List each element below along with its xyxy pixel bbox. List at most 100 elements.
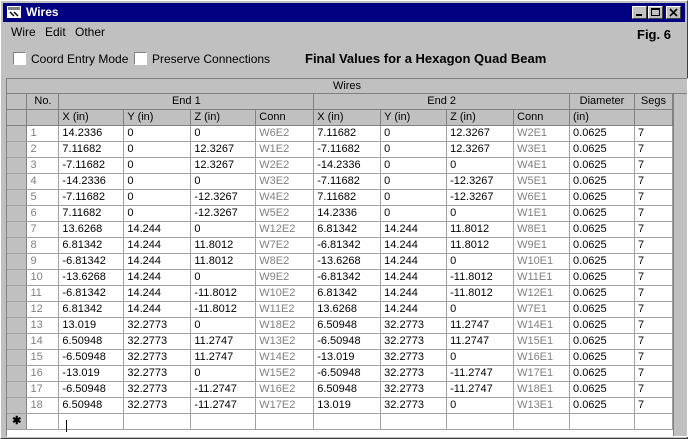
end1-z-cell[interactable]: 0 bbox=[190, 365, 257, 382]
end1-conn-cell[interactable]: W12E2 bbox=[255, 221, 315, 238]
end2-z-cell[interactable]: 0 bbox=[446, 157, 515, 174]
end1-y-cell[interactable]: 0 bbox=[123, 189, 192, 206]
end2-x-cell[interactable]: 7.11682 bbox=[313, 189, 382, 206]
end1-conn-cell[interactable]: W9E2 bbox=[255, 269, 315, 286]
end1-x-cell[interactable]: 6.81342 bbox=[58, 301, 125, 318]
diameter-cell[interactable]: 0.0625 bbox=[569, 333, 635, 350]
row-selector[interactable] bbox=[7, 349, 28, 366]
end1-y-cell[interactable]: 32.2773 bbox=[123, 317, 192, 334]
end1-x-cell[interactable]: -13.6268 bbox=[58, 269, 125, 286]
end1-y-cell[interactable]: 0 bbox=[123, 125, 192, 142]
row-selector[interactable] bbox=[7, 141, 28, 158]
end1-y-cell[interactable]: 0 bbox=[123, 205, 192, 222]
end2-conn-cell[interactable]: W10E1 bbox=[513, 253, 571, 270]
wire-number-cell[interactable]: 14 bbox=[26, 333, 60, 350]
segs-cell[interactable]: 7 bbox=[634, 205, 673, 222]
diameter-cell[interactable]: 0.0625 bbox=[569, 237, 635, 254]
segs-cell[interactable]: 7 bbox=[634, 125, 673, 142]
menu-wire[interactable]: Wire bbox=[11, 25, 36, 39]
end1-z-cell[interactable]: 0 bbox=[190, 221, 257, 238]
new-row-cell[interactable] bbox=[634, 413, 673, 430]
end1-y-cell[interactable]: 32.2773 bbox=[123, 397, 192, 414]
end1-conn-cell[interactable]: W18E2 bbox=[255, 317, 315, 334]
row-selector[interactable] bbox=[7, 205, 28, 222]
end2-conn-cell[interactable]: W7E1 bbox=[513, 301, 571, 318]
end2-z-cell[interactable]: -12.3267 bbox=[446, 189, 515, 206]
wire-number-cell[interactable]: 5 bbox=[26, 189, 60, 206]
end2-y-cell[interactable]: 14.244 bbox=[380, 237, 448, 254]
row-selector[interactable] bbox=[7, 221, 28, 238]
end1-z-cell[interactable]: 0 bbox=[190, 317, 257, 334]
end1-z-cell[interactable]: 11.2747 bbox=[190, 333, 257, 350]
new-row-cell[interactable] bbox=[569, 413, 635, 430]
menu-edit[interactable]: Edit bbox=[45, 25, 66, 39]
end2-x-cell[interactable]: 6.50948 bbox=[313, 381, 382, 398]
end2-conn-cell[interactable]: W11E1 bbox=[513, 269, 571, 286]
new-row-cell[interactable] bbox=[58, 413, 125, 430]
end2-z-cell[interactable]: 11.8012 bbox=[446, 221, 515, 238]
menu-other[interactable]: Other bbox=[75, 25, 106, 39]
diameter-cell[interactable]: 0.0625 bbox=[569, 205, 635, 222]
end1-x-cell[interactable]: -6.81342 bbox=[58, 253, 125, 270]
diameter-cell[interactable]: 0.0625 bbox=[569, 141, 635, 158]
end2-x-cell[interactable]: -14.2336 bbox=[313, 157, 382, 174]
end1-x-cell[interactable]: -7.11682 bbox=[58, 157, 125, 174]
end1-conn-cell[interactable]: W1E2 bbox=[255, 141, 315, 158]
end2-y-cell[interactable]: 14.244 bbox=[380, 269, 448, 286]
diameter-cell[interactable]: 0.0625 bbox=[569, 365, 635, 382]
diameter-cell[interactable]: 0.0625 bbox=[569, 125, 635, 142]
end2-y-cell[interactable]: 32.2773 bbox=[380, 333, 448, 350]
close-button[interactable] bbox=[666, 6, 681, 19]
end2-z-cell[interactable]: 11.2747 bbox=[446, 333, 515, 350]
segs-cell[interactable]: 7 bbox=[634, 141, 673, 158]
end1-x-cell[interactable]: 6.50948 bbox=[58, 397, 125, 414]
end1-z-cell[interactable]: -12.3267 bbox=[190, 189, 257, 206]
table-row[interactable]: 9 -6.81342 14.244 11.8012 W8E2 -13.6268 14.244… bbox=[7, 253, 687, 270]
row-selector[interactable] bbox=[7, 333, 28, 350]
segs-cell[interactable]: 7 bbox=[634, 189, 673, 206]
end2-x-cell[interactable]: -6.50948 bbox=[313, 333, 382, 350]
diameter-cell[interactable]: 0.0625 bbox=[569, 173, 635, 190]
wire-number-cell[interactable]: 7 bbox=[26, 221, 60, 238]
end2-x-cell[interactable]: 14.2336 bbox=[313, 205, 382, 222]
row-selector[interactable] bbox=[7, 397, 28, 414]
wire-number-cell[interactable]: 18 bbox=[26, 397, 60, 414]
segs-cell[interactable]: 7 bbox=[634, 269, 673, 286]
segs-cell[interactable]: 7 bbox=[634, 333, 673, 350]
end2-conn-cell[interactable]: W13E1 bbox=[513, 397, 571, 414]
end2-y-cell[interactable]: 32.2773 bbox=[380, 397, 448, 414]
end1-y-cell[interactable]: 32.2773 bbox=[123, 349, 192, 366]
wire-number-cell[interactable]: 1 bbox=[26, 125, 60, 142]
wire-number-cell[interactable]: 13 bbox=[26, 317, 60, 334]
table-row[interactable]: 15 -6.50948 32.2773 11.2747 W14E2 -13.019 32.2… bbox=[7, 349, 687, 366]
end2-conn-cell[interactable]: W12E1 bbox=[513, 285, 571, 302]
table-row[interactable]: 4 -14.2336 0 0 W3E2 -7.11682 0 -12.3267 W5E1 0.06… bbox=[7, 173, 687, 190]
table-row[interactable]: 12 6.81342 14.244 -11.8012 W11E2 13.6268 14.24… bbox=[7, 301, 687, 318]
new-row-marker[interactable]: ✱ bbox=[7, 413, 28, 430]
end2-y-cell[interactable]: 32.2773 bbox=[380, 349, 448, 366]
end1-y-cell[interactable]: 14.244 bbox=[123, 253, 192, 270]
end1-z-cell[interactable]: 0 bbox=[190, 269, 257, 286]
end1-x-cell[interactable]: 7.11682 bbox=[58, 141, 125, 158]
segs-cell[interactable]: 7 bbox=[634, 285, 673, 302]
end1-y-cell[interactable]: 32.2773 bbox=[123, 381, 192, 398]
diameter-cell[interactable]: 0.0625 bbox=[569, 285, 635, 302]
diameter-cell[interactable]: 0.0625 bbox=[569, 157, 635, 174]
table-row[interactable]: 14 6.50948 32.2773 11.2747 W13E2 -6.50948 32.2… bbox=[7, 333, 687, 350]
segs-cell[interactable]: 7 bbox=[634, 397, 673, 414]
row-selector[interactable] bbox=[7, 285, 28, 302]
segs-cell[interactable]: 7 bbox=[634, 365, 673, 382]
end1-conn-cell[interactable]: W14E2 bbox=[255, 349, 315, 366]
end2-y-cell[interactable]: 0 bbox=[380, 125, 448, 142]
end1-x-cell[interactable]: 13.6268 bbox=[58, 221, 125, 238]
diameter-cell[interactable]: 0.0625 bbox=[569, 269, 635, 286]
end1-y-cell[interactable]: 14.244 bbox=[123, 221, 192, 238]
end1-x-cell[interactable]: 6.50948 bbox=[58, 333, 125, 350]
end1-z-cell[interactable]: -11.2747 bbox=[190, 381, 257, 398]
row-selector[interactable] bbox=[7, 157, 28, 174]
new-row-cell[interactable] bbox=[190, 413, 257, 430]
end1-y-cell[interactable]: 0 bbox=[123, 141, 192, 158]
wire-number-cell[interactable]: 3 bbox=[26, 157, 60, 174]
end2-z-cell[interactable]: 0 bbox=[446, 253, 515, 270]
end1-x-cell[interactable]: -6.50948 bbox=[58, 349, 125, 366]
